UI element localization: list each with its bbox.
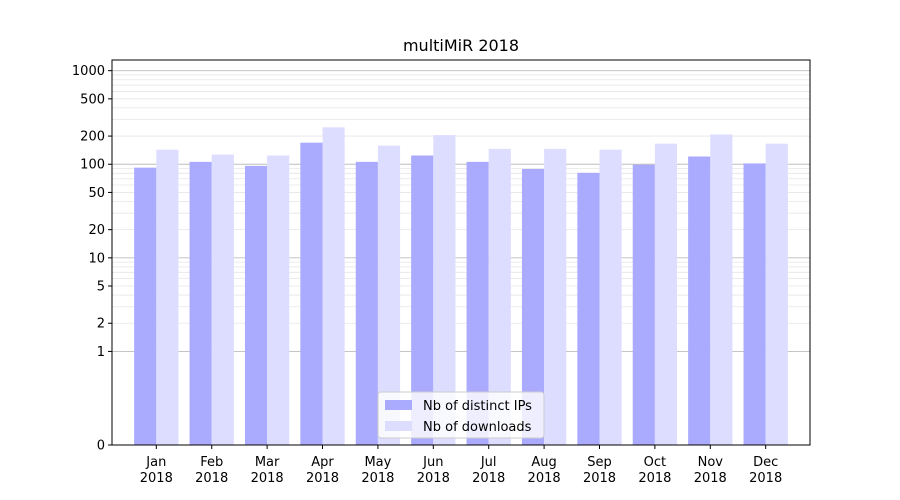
x-tick-label: Jan 2018 [140,455,173,486]
bar-downloads-jun [433,135,456,445]
y-tick-label: 2 [97,317,105,332]
y-tick-label: 100 [80,158,105,173]
y-tick-label: 1000 [72,64,105,79]
bar-distinct-ips-nov [688,156,711,446]
bars [134,127,788,446]
bar-distinct-ips-jan [134,167,157,445]
bar-downloads-oct [654,143,678,445]
x-tick-label: Nov 2018 [694,455,727,486]
bar-distinct-ips-sep [577,172,600,445]
y-tick-label: 20 [88,223,105,238]
x-tick-label: Feb 2018 [195,455,228,486]
bar-distinct-ips-aug [521,168,545,445]
y-tick-label: 1 [97,345,105,360]
bar-downloads-jan [156,149,179,445]
bar-downloads-may [377,145,401,445]
y-axis: 0 1 2 5 10 20 50 100 200 500 1000 [72,64,112,454]
bar-downloads-sep [599,149,622,445]
legend-label: Nb of downloads [423,420,532,435]
bar-distinct-ips-mar [244,165,268,445]
chart-title: multiMiR 2018 [403,36,519,55]
x-tick-label: May 2018 [361,455,394,486]
y-tick-label: 500 [80,92,105,107]
bar-distinct-ips-feb [189,161,212,445]
x-tick-label: Jun 2018 [417,455,450,486]
y-tick-label: 10 [88,251,105,266]
x-tick-label: Dec 2018 [749,455,782,486]
bar-distinct-ips-dec [743,163,766,445]
plot-frame [111,59,811,446]
bar-downloads-jul [488,148,511,445]
x-tick-label: Oct 2018 [638,455,671,486]
y-tick-label: 5 [97,280,105,295]
legend-label: Nb of distinct IPs [423,399,532,414]
legend-swatch [385,421,412,431]
bar-distinct-ips-apr [300,142,323,445]
bar-distinct-ips-jun [411,155,434,445]
y-tick-label: 200 [80,130,105,145]
legend-swatch [385,400,412,410]
y-tick-label: 0 [97,439,105,454]
legend: Nb of distinct IPs Nb of downloads [377,391,545,439]
bar-distinct-ips-oct [632,164,655,445]
x-tick-label: Jul 2018 [472,455,505,486]
x-tick-label: Mar 2018 [251,455,284,486]
bar-downloads-feb [211,154,234,445]
x-tick-label: Aug 2018 [528,455,561,486]
bar-downloads-mar [267,155,290,445]
bar-downloads-apr [322,127,345,445]
x-axis: Jan 2018 Feb 2018 Mar 2018 Apr 2018 May 2018 Jun 20… [140,445,782,486]
bar-downloads-dec [765,143,788,445]
bar-downloads-nov [710,134,733,445]
bar-distinct-ips-may [355,161,378,445]
y-tick-label: 50 [88,186,105,201]
x-tick-label: Apr 2018 [306,455,339,486]
bar-distinct-ips-jul [466,161,489,445]
x-tick-label: Sep 2018 [583,455,616,486]
bar-downloads-aug [544,148,567,445]
legend-box [377,391,545,439]
